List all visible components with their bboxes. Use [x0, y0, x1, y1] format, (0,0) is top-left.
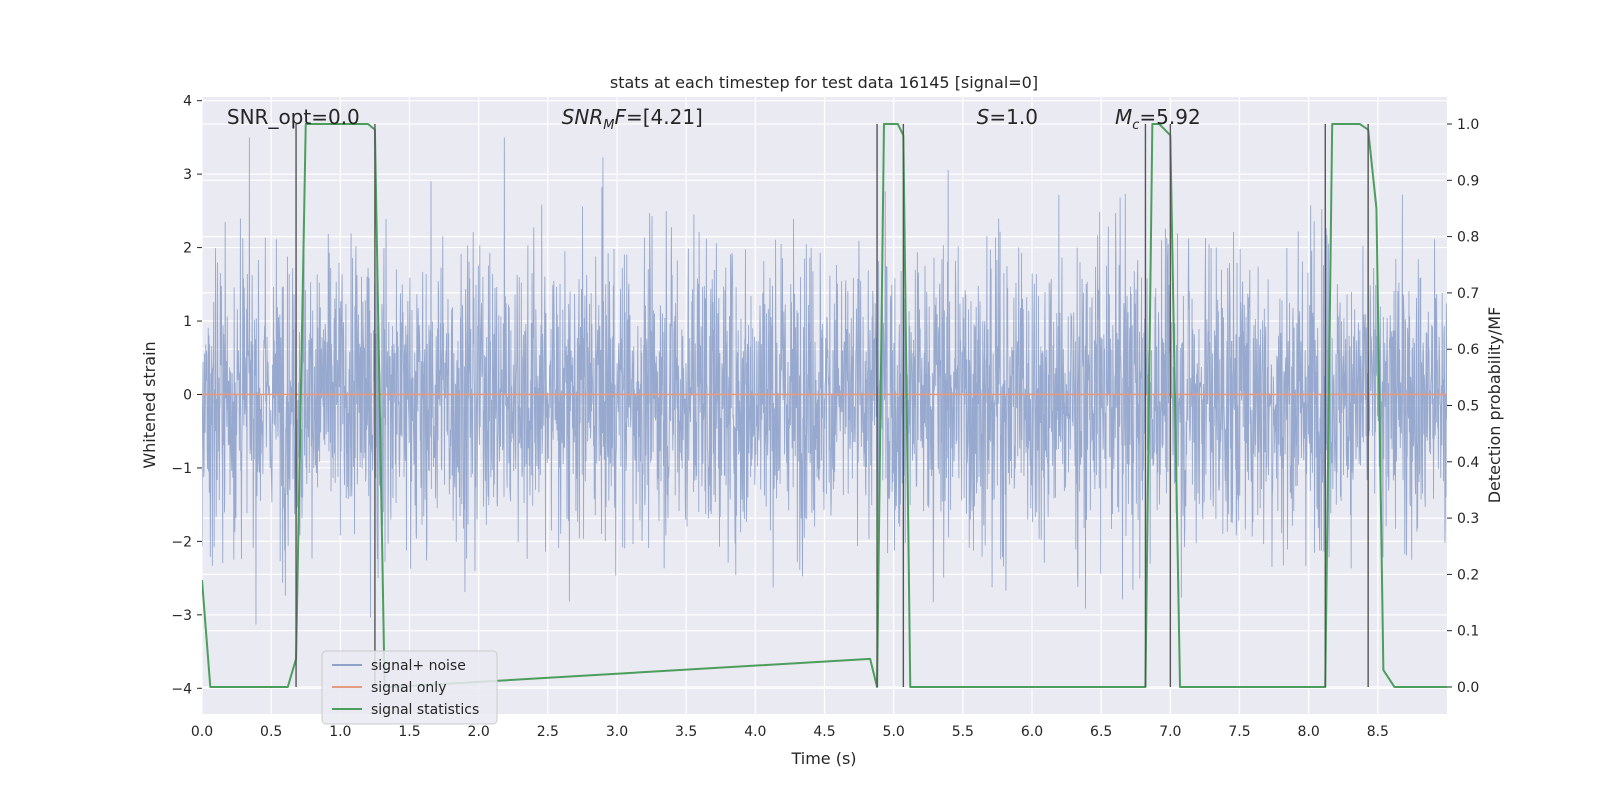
y-tick-label-left: 1 [183, 314, 192, 330]
y-tick-label-right: 0.4 [1457, 455, 1479, 471]
x-tick-label: 4.5 [813, 724, 835, 740]
y-tick-label-right: 0.9 [1457, 173, 1479, 189]
y-tick-label-left: 2 [183, 241, 192, 257]
y-tick-label-right: 0.6 [1457, 342, 1479, 358]
x-tick-label: 7.5 [1228, 724, 1250, 740]
y-tick-label-right: 0.2 [1457, 567, 1479, 583]
x-tick-label: 2.5 [537, 724, 559, 740]
ticks-layer: 0.0 0.5 1.0 1.5 2.0 2.5 3.0 3.5 4.0 4.5 5.0 5.5 6.0 6… [171, 94, 1479, 740]
y-tick-label-right: 0.0 [1457, 680, 1479, 696]
y-tick-label-right: 0.7 [1457, 286, 1479, 302]
x-tick-label: 8.5 [1367, 724, 1389, 740]
x-tick-label: 0.5 [260, 724, 282, 740]
series-layer [202, 123, 1447, 688]
y-tick-label-right: 0.8 [1457, 230, 1479, 246]
annotation-snr-mf: SNRMF=[4.21] [562, 105, 703, 133]
y-tick-label-left: −3 [171, 608, 192, 624]
annotations-layer: SNR_opt=0.0 SNRMF=[4.21] S=1.0 Mc=5.92 [227, 105, 1201, 133]
series-signal-noise [202, 137, 1447, 625]
annotation-snr-opt: SNR_opt=0.0 [227, 105, 360, 129]
x-tick-label: 4.0 [744, 724, 766, 740]
x-tick-label: 3.5 [675, 724, 697, 740]
legend-label-signal-only: signal only [371, 680, 446, 696]
x-axis-label: Time (s) [790, 749, 856, 768]
x-tick-label: 5.5 [952, 724, 974, 740]
series-signal-statistics [202, 123, 1447, 688]
y-tick-label-right: 1.0 [1457, 117, 1479, 133]
y-tick-label-left: −4 [171, 681, 192, 697]
y-tick-label-right: 0.3 [1457, 511, 1479, 527]
legend-box [321, 650, 498, 725]
x-tick-label: 2.0 [468, 724, 490, 740]
y-tick-label-right: 0.1 [1457, 624, 1479, 640]
x-tick-label: 0.0 [191, 724, 213, 740]
x-tick-label: 1.5 [398, 724, 420, 740]
x-tick-label: 7.0 [1159, 724, 1181, 740]
y-tick-label-left: 3 [183, 167, 192, 183]
legend-label-signal-noise: signal+ noise [371, 658, 466, 674]
x-tick-label: 5.0 [883, 724, 905, 740]
annotation-s-value: S=1.0 [977, 105, 1038, 129]
x-tick-label: 8.0 [1298, 724, 1320, 740]
y-tick-label-right: 0.5 [1457, 399, 1479, 415]
x-tick-label: 3.0 [606, 724, 628, 740]
x-tick-label: 6.0 [1021, 724, 1043, 740]
legend: signal+ noise signal only signal statist… [321, 650, 498, 725]
y-axis-label-left: Whitened strain [140, 341, 159, 468]
y-tick-label-left: −2 [171, 534, 192, 550]
annotation-mc-value: Mc=5.92 [1115, 105, 1201, 133]
legend-label-signal-statistics: signal statistics [371, 702, 479, 718]
y-tick-label-left: 4 [183, 94, 192, 110]
x-tick-label: 1.0 [329, 724, 351, 740]
y-tick-label-left: 0 [183, 387, 192, 403]
x-tick-label: 6.5 [1090, 724, 1112, 740]
chart-title: stats at each timestep for test data 161… [610, 73, 1038, 92]
y-axis-label-right: Detection probability/MF [1485, 307, 1504, 504]
detection-bounds-layer [295, 124, 1369, 687]
y-tick-label-left: −1 [171, 461, 192, 477]
